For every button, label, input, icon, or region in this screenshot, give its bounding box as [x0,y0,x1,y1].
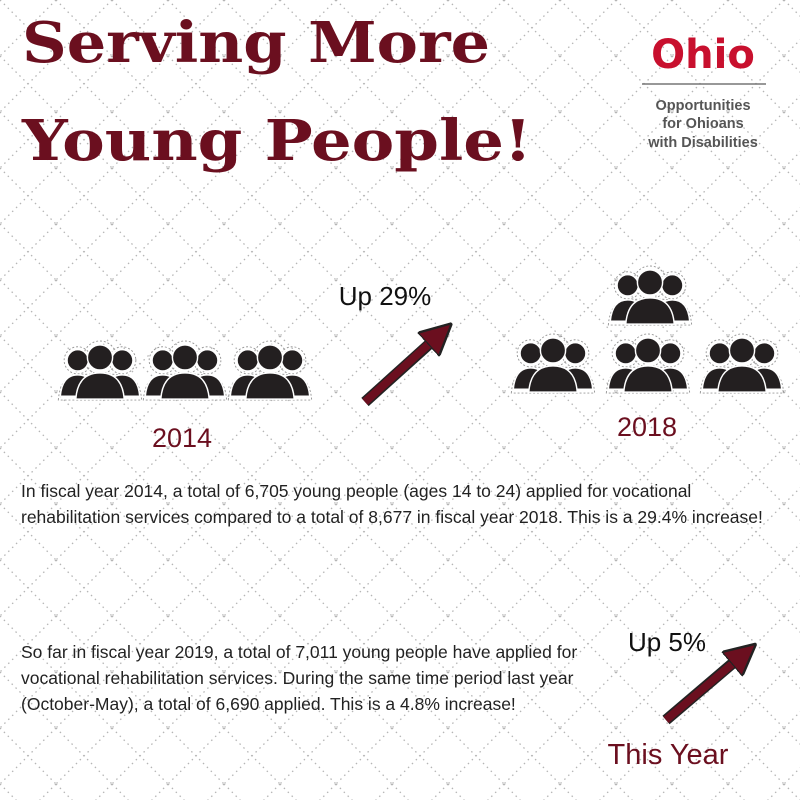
paragraph: So far in fiscal year 2019, a total of 7… [21,642,578,714]
logo-name: Ohio [651,32,755,78]
change-label: Up 5% [628,627,706,657]
arrow [362,334,440,405]
change-label: Up 29% [339,281,432,311]
title-line: Serving More [22,10,490,76]
logo-line: Opportunities [655,98,750,114]
title-line: Young People! [21,108,532,174]
period-label: This Year [608,739,729,771]
paragraph: In fiscal year 2014, a total of 6,705 yo… [21,481,763,527]
arrow [663,654,744,724]
logo-line: with Disabilities [647,135,758,151]
logo-line: for Ohioans [662,116,743,132]
year-label: 2014 [152,423,212,453]
year-label: 2018 [617,412,677,442]
